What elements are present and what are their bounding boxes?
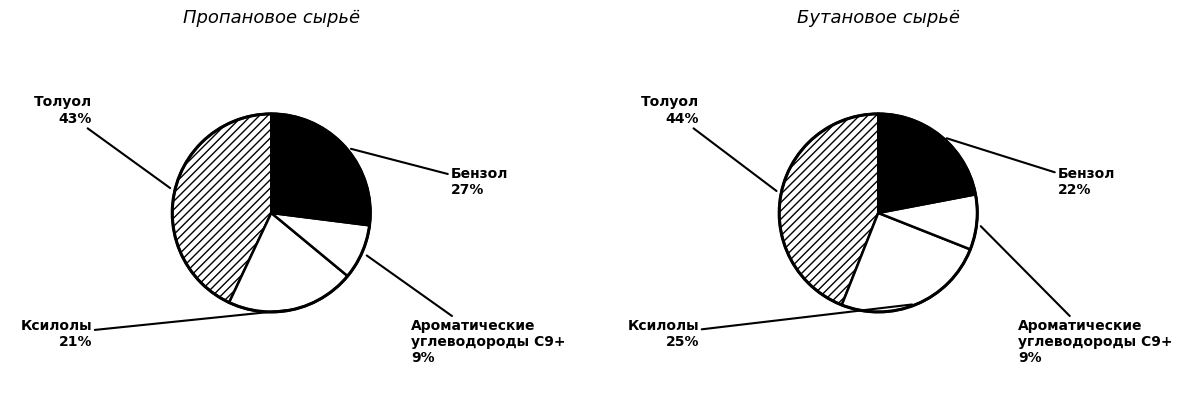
- Wedge shape: [878, 194, 977, 249]
- Wedge shape: [271, 213, 370, 276]
- Wedge shape: [271, 114, 371, 225]
- Text: Ксилолы
25%: Ксилолы 25%: [628, 305, 912, 349]
- Text: Ксилолы
21%: Ксилолы 21%: [20, 310, 287, 349]
- Text: Бензол
27%: Бензол 27%: [350, 149, 508, 197]
- Title: Пропановое сырьё: Пропановое сырьё: [182, 9, 360, 27]
- Text: Бензол
22%: Бензол 22%: [947, 138, 1115, 197]
- Wedge shape: [173, 114, 271, 302]
- Wedge shape: [779, 114, 878, 305]
- Text: Ароматические
углеводороды С9+
9%: Ароматические углеводороды С9+ 9%: [980, 226, 1172, 365]
- Text: Толуол
43%: Толуол 43%: [34, 95, 170, 188]
- Text: Толуол
44%: Толуол 44%: [641, 95, 776, 191]
- Text: Ароматические
углеводороды С9+
9%: Ароматические углеводороды С9+ 9%: [367, 256, 566, 365]
- Wedge shape: [878, 114, 976, 213]
- Title: Бутановое сырьё: Бутановое сырьё: [797, 9, 960, 27]
- Wedge shape: [841, 213, 971, 312]
- Wedge shape: [229, 213, 348, 312]
